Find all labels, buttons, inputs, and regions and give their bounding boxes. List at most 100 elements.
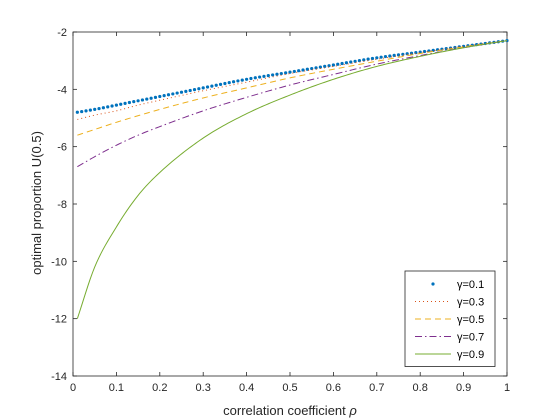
series-1-point [110,104,114,108]
series-1-point [379,55,383,59]
series-1-point [370,56,375,61]
series-1-point [366,57,370,61]
x-tick-label: 0.8 [413,382,428,394]
series-1 [75,39,509,114]
series-1-point [188,88,192,93]
series-1-point [158,94,162,99]
series-1-point [271,73,275,77]
series-1-point [301,68,305,72]
series-1-point [123,101,127,105]
series-1-point [88,108,92,112]
x-tick-label: 1 [504,382,510,394]
x-tick-label: 0.2 [152,382,167,394]
series-1-point [258,75,262,79]
series-1-point [132,100,136,104]
series-1-point [297,69,301,73]
series-1-point [184,89,188,93]
series-1-point [175,91,179,95]
series-1-point [262,74,266,78]
x-tick-label: 0.9 [456,382,471,394]
plot-area: 0 0.1 0.2 0.3 0.4 0.5 0.6 0.7 0.8 0.9 1 -14 -12 -10 -8… [51,27,510,394]
x-tick-label: 0.6 [326,382,341,394]
series-5-line [76,40,508,319]
series-1-point [414,51,418,55]
x-tick-label: 0.5 [282,382,297,394]
series-1-point [327,64,331,68]
y-tick-label: -8 [57,199,67,211]
series-1-point [197,87,201,91]
series-1-point [93,107,97,111]
series-1-point [375,56,379,60]
series-1-point [336,62,340,66]
series-1-point [97,106,101,111]
series-1-point [106,105,110,109]
series-1-point [362,58,366,62]
series-1-point [84,109,88,113]
series-1-point [166,93,171,97]
series-1-point [101,106,105,110]
series-1-point [253,76,257,80]
series-1-point [275,72,279,76]
series-1-point [383,54,388,59]
x-tick-label: 0.3 [196,382,211,394]
series-1-point [231,80,236,84]
series-1-point [344,61,349,65]
x-tick-label: 0 [70,382,76,394]
series-1-point [292,69,296,74]
series-1-point [405,52,409,56]
series-2 [77,40,508,120]
series-1-point [392,53,396,58]
series-1-point [401,52,405,56]
series-1-point [210,84,214,88]
series-1-point [409,51,414,55]
series-1-point [353,59,357,63]
series-1-point [75,110,79,114]
series-1-point [153,95,158,99]
series-1-point [145,97,149,101]
y-axis-label: optimal proportion U(0.5) [29,131,44,275]
x-tick-label: 0.7 [369,382,384,394]
series-1-point [422,49,427,54]
series-1-point [279,71,283,76]
series-1-point [349,60,353,64]
series-1-point [236,79,240,83]
series-1-point [340,61,344,66]
series-1-point [162,94,166,98]
series-1-point [288,70,292,74]
series-1-point [249,76,253,81]
series-2-line [77,40,508,120]
series-1-point [140,98,145,102]
series-1-point [201,86,205,90]
series-1-point [318,65,322,69]
y-tick-label: -12 [51,314,67,326]
legend: γ=0.1 γ=0.3 γ=0.5 γ=0.7 γ=0.9 [404,270,496,367]
series-1-point [136,99,140,103]
y-tick-label: -14 [51,371,67,383]
series-1-point [214,83,218,87]
series-1-point [114,103,118,107]
series-1-point [223,81,227,86]
legend-label: γ=0.5 [457,314,484,326]
y-tick-label: -2 [57,27,67,39]
series-1-point [149,96,153,100]
series-1-point [323,64,327,68]
series-1-point [218,82,223,86]
series-1-point [80,109,84,114]
series-3 [77,40,508,136]
series-1-point [245,77,249,81]
legend-label: γ=0.7 [457,332,484,344]
series-1-point [331,63,335,67]
legend-label: γ=0.3 [457,297,484,309]
x-axis-label: correlation coefficient ρ [223,403,357,418]
legend-label: γ=0.1 [457,279,484,291]
series-1-point [227,81,231,85]
y-tick-label: -4 [57,84,67,96]
series-1-point [179,90,184,94]
legend-label: γ=0.9 [457,349,484,361]
x-axis-label-symbol: ρ [348,403,357,418]
series-5 [76,40,508,319]
series-1-point [266,74,270,78]
series-3-line [77,40,508,136]
series-1-point [192,88,197,92]
